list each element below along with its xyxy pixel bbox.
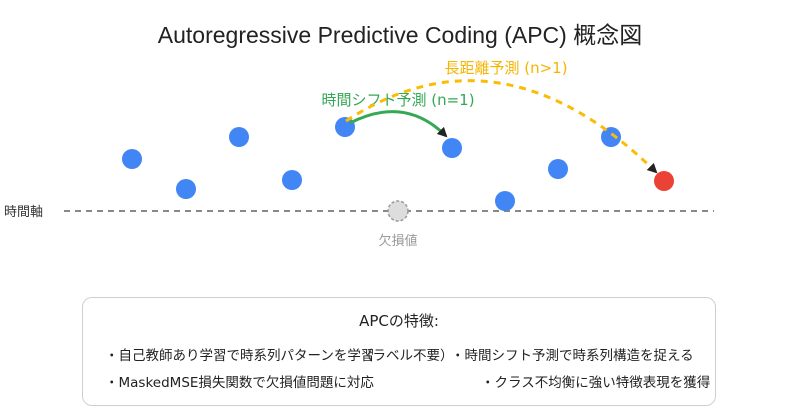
- data-point: [282, 170, 302, 190]
- short-shift-arrow: [349, 110, 448, 138]
- data-point: [229, 127, 249, 147]
- missing-value-label: 欠損値: [378, 233, 417, 249]
- long-shift-arrow: [345, 79, 658, 174]
- features-heading: APCの特徴:: [359, 312, 439, 330]
- short-shift-label: 時間シフト予測 (n=1): [321, 91, 474, 109]
- feature-item: ・時間シフト予測で時系列構造を捉える: [451, 348, 694, 364]
- data-point: [442, 138, 462, 158]
- data-point: [601, 127, 621, 147]
- data-point: [335, 117, 355, 137]
- feature-item: ・MaskedMSE損失関数で欠損値問題に対応: [105, 375, 374, 391]
- data-point: [176, 179, 196, 199]
- long-shift-label: 長距離予測 (n>1): [444, 59, 567, 77]
- feature-item: ・自己教師あり学習で時系列パターンを学習: [105, 348, 375, 364]
- target-point: [654, 171, 674, 191]
- data-point: [495, 191, 515, 211]
- feature-item: ・クラス不均衡に強い特徴表現を獲得: [481, 375, 711, 391]
- data-point: [122, 149, 142, 169]
- missing-value-point: [387, 200, 409, 222]
- diagram-title: Autoregressive Predictive Coding (APC) 概…: [157, 22, 643, 48]
- features-box: APCの特徴: ・自己教師あり学習で時系列パターンを学習 （ラベル不要） ・時間…: [82, 297, 716, 406]
- apc-diagram: 時間軸 欠損値 時間シフト予測 (n=1) 長距離予測 (n>1): [4, 59, 714, 249]
- feature-item: （ラベル不要）: [359, 348, 454, 364]
- time-axis-label: 時間軸: [4, 205, 43, 220]
- data-point: [548, 159, 568, 179]
